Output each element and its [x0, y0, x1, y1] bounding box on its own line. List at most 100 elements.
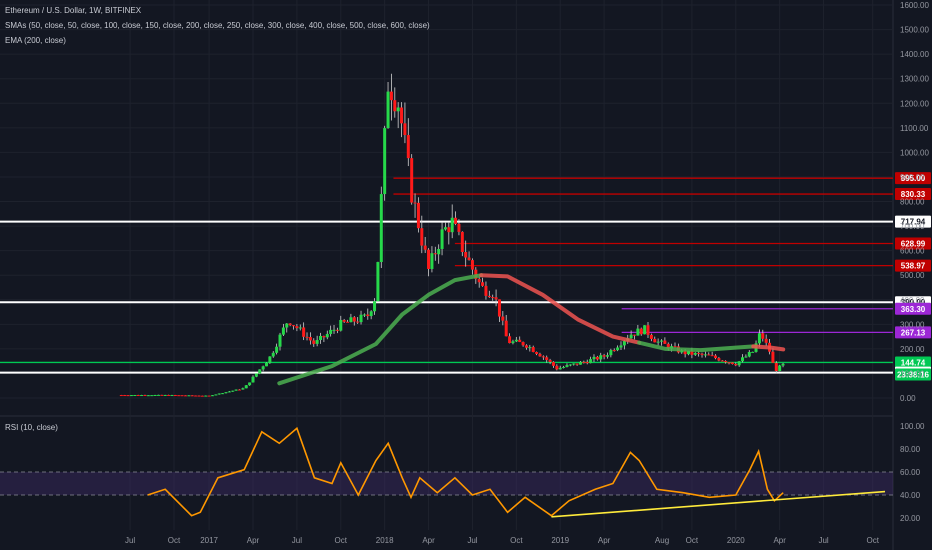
candle-body — [524, 345, 528, 348]
candle-body — [396, 107, 400, 112]
candle-body — [535, 352, 539, 354]
candle-body — [477, 278, 481, 283]
time-tick-label: Apr — [773, 536, 786, 545]
candle-body — [379, 194, 383, 263]
candle-body — [578, 361, 582, 365]
candle-body — [467, 257, 471, 261]
symbol-legend[interactable]: Ethereum / U.S. Dollar, 1W, BITFINEX — [5, 6, 142, 15]
candle-body — [646, 325, 650, 335]
time-tick-label: Apr — [598, 536, 611, 545]
time-tick-label: Jul — [125, 536, 135, 545]
candle-body — [376, 262, 380, 302]
candle-body — [511, 341, 515, 344]
candle-body — [484, 285, 488, 296]
moving-averages — [277, 273, 786, 386]
price-tick-label: 400.00 — [900, 296, 925, 305]
candle-body — [119, 395, 123, 397]
price-level-tag — [895, 215, 931, 228]
candle-body — [194, 395, 198, 397]
time-tick-label: Jul — [818, 536, 828, 545]
rsi-line — [147, 426, 784, 517]
sma-green-line — [637, 340, 756, 353]
candle-body — [697, 352, 701, 354]
candle-body — [227, 391, 231, 393]
rsi-tick-label: 60.00 — [900, 468, 921, 477]
rsi-tick-label: 80.00 — [900, 445, 921, 454]
candle-body — [210, 395, 214, 397]
candle-body — [501, 316, 505, 321]
time-tick-label: Jul — [292, 536, 302, 545]
candle-body — [423, 245, 427, 250]
sma-green-line — [277, 273, 484, 386]
candle-body — [744, 356, 748, 358]
candle-body — [430, 253, 434, 269]
candle-body — [437, 248, 441, 255]
price-level-tag — [895, 302, 931, 315]
candle-body — [575, 363, 579, 365]
candle-body — [204, 395, 208, 397]
candle-body — [389, 91, 393, 101]
candle-body — [666, 343, 670, 349]
rsi-tick-label: 20.00 — [900, 514, 921, 523]
candle-body — [153, 394, 157, 396]
candle-body — [470, 260, 474, 270]
candle-body — [315, 340, 319, 344]
candle-body — [400, 107, 404, 124]
rsi-trendline — [551, 490, 886, 518]
candle-body — [329, 329, 333, 334]
candle-body — [143, 395, 147, 397]
candle-body — [724, 361, 728, 363]
price-tick-label: 1200.00 — [900, 99, 929, 108]
candle-body — [774, 362, 778, 372]
candle-body — [386, 91, 390, 129]
candle-body — [508, 336, 512, 344]
price-level-tag-label: 538.97 — [901, 262, 926, 271]
rsi-band — [0, 472, 893, 495]
candle-body — [643, 325, 647, 335]
candle-body — [427, 249, 431, 269]
candle-body — [312, 340, 316, 344]
candle-body — [356, 321, 360, 323]
candle-body — [514, 339, 518, 342]
candle-body — [403, 123, 407, 136]
candle-body — [599, 355, 603, 360]
candle-body — [660, 340, 664, 342]
price-level-tag — [895, 356, 931, 369]
candle-body — [443, 227, 447, 230]
time-tick-label: Oct — [168, 536, 181, 545]
price-tick-label: 700.00 — [900, 222, 925, 231]
candle-body — [616, 347, 620, 351]
candle-body — [322, 335, 326, 338]
candle-body — [558, 367, 562, 370]
candle-body — [339, 319, 343, 331]
candle-body — [491, 297, 495, 299]
candle-body — [346, 321, 350, 323]
price-level-tag-label: 267.13 — [901, 328, 926, 337]
candle-body — [160, 394, 164, 396]
candle-body — [292, 325, 296, 327]
candle-body — [565, 365, 569, 367]
candle-body — [271, 352, 275, 357]
rsi-legend[interactable]: RSI (10, close) — [5, 423, 58, 432]
candle-body — [234, 389, 238, 391]
candle-body — [548, 359, 552, 363]
price-level-tag — [895, 259, 931, 272]
candle-body — [224, 392, 228, 394]
price-tick-label: 200.00 — [900, 345, 925, 354]
time-tick-label: Jul — [467, 536, 477, 545]
candle-body — [447, 227, 451, 233]
candle-body — [528, 347, 532, 349]
candle-body — [778, 365, 782, 372]
sma-legend[interactable]: SMAs (50, close, 50, close, 100, close, … — [5, 21, 430, 30]
time-tick-label: Apr — [247, 536, 260, 545]
candle-body — [757, 333, 761, 344]
time-tick-label: Aug — [655, 536, 669, 545]
candle-body — [416, 202, 420, 229]
price-tick-label: 1400.00 — [900, 50, 929, 59]
candle-body — [649, 334, 653, 339]
price-tick-label: 500.00 — [900, 271, 925, 280]
candle-body — [180, 395, 184, 397]
candle-body — [771, 351, 775, 363]
candle-body — [460, 231, 464, 253]
ema-legend[interactable]: EMA (200, close) — [5, 36, 66, 45]
